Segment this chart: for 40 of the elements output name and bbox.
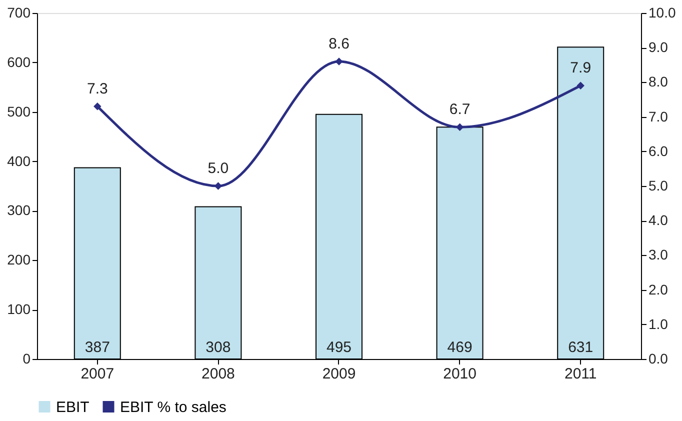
data-label: 6.7 — [449, 101, 470, 118]
x-tick-label: 2009 — [322, 366, 356, 382]
point — [456, 123, 464, 132]
data-label: 8.6 — [328, 35, 350, 52]
data-label: 469 — [447, 339, 472, 356]
point — [576, 82, 584, 90]
y-tick-label: 700 — [7, 4, 31, 20]
y-tick-label: 200 — [7, 252, 31, 268]
y2-tick-label: 3.0 — [648, 246, 668, 263]
y2-tick-label: 9.0 — [648, 39, 668, 56]
x-tick-label: 2011 — [564, 366, 597, 382]
y-tick-label: 0 — [22, 350, 31, 366]
y2-tick-label: 4.0 — [648, 212, 668, 228]
x-tick-label: 2008 — [202, 366, 235, 382]
y-tick-label: 100 — [7, 301, 31, 318]
y-tick-label: 300 — [7, 202, 31, 218]
data-label: 631 — [568, 339, 594, 356]
data-label: 5.0 — [208, 160, 229, 177]
y-tick-label: 400 — [7, 152, 31, 169]
data-label: 387 — [84, 339, 110, 356]
y2-tick-label: 1.0 — [648, 316, 668, 332]
data-label: 7.9 — [570, 60, 592, 77]
y2-tick-label: 6.0 — [648, 142, 668, 159]
data-label: 7.3 — [86, 80, 108, 98]
point — [335, 58, 343, 66]
x-tick-label: 2010 — [443, 366, 476, 382]
data-label: 308 — [206, 339, 231, 356]
y2-tick-label: 8.0 — [648, 74, 668, 90]
x-tick-label: 2007 — [80, 366, 114, 382]
y2-tick-label: 5.0 — [648, 178, 668, 194]
legend-label: EBIT — [56, 398, 90, 416]
y-tick-label: 500 — [7, 103, 31, 120]
point — [94, 102, 102, 110]
y2-tick-label: 0.0 — [648, 350, 668, 366]
data-label: 495 — [326, 339, 352, 356]
y2-tick-label: 10.0 — [648, 4, 676, 20]
y-tick-label: 600 — [7, 54, 31, 70]
legend-label: EBIT % to sales — [120, 398, 226, 416]
y2-tick-label: 7.0 — [648, 108, 668, 124]
y2-tick-label: 2.0 — [648, 281, 668, 298]
